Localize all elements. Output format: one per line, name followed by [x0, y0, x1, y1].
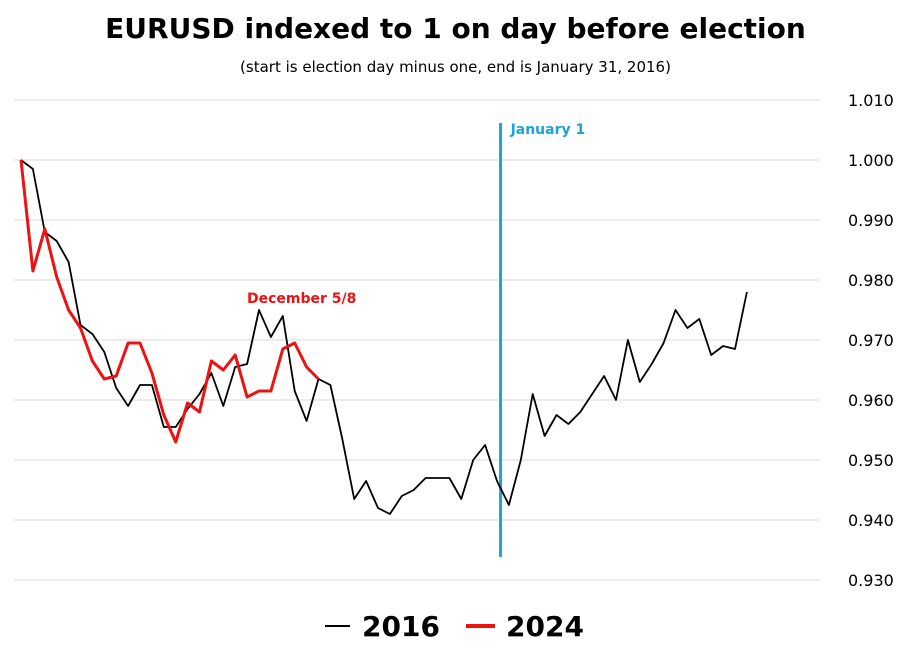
december-annotation: December 5/8: [247, 291, 356, 307]
legend-label-2016: 2016: [362, 610, 440, 643]
legend: 2016 2024: [325, 610, 584, 643]
y-tick-label: 1.010: [848, 91, 894, 110]
y-tick-label: 0.960: [848, 391, 894, 410]
y-tick-label: 0.930: [848, 571, 894, 590]
january-1-annotation: January 1: [510, 122, 586, 138]
series-line-2024: [19, 159, 320, 444]
chart-title: EURUSD indexed to 1 on day before electi…: [105, 12, 806, 45]
y-tick-label: 0.940: [848, 511, 894, 530]
y-tick-label: 1.000: [848, 151, 894, 170]
y-tick-label: 0.950: [848, 451, 894, 470]
series-line-2016: [20, 159, 748, 515]
y-tick-label: 0.990: [848, 211, 894, 230]
gridlines: [14, 99, 820, 581]
y-tick-label: 0.970: [848, 331, 894, 350]
legend-label-2024: 2024: [506, 610, 584, 643]
y-tick-label: 0.980: [848, 271, 894, 290]
chart-subtitle: (start is election day minus one, end is…: [240, 58, 671, 76]
